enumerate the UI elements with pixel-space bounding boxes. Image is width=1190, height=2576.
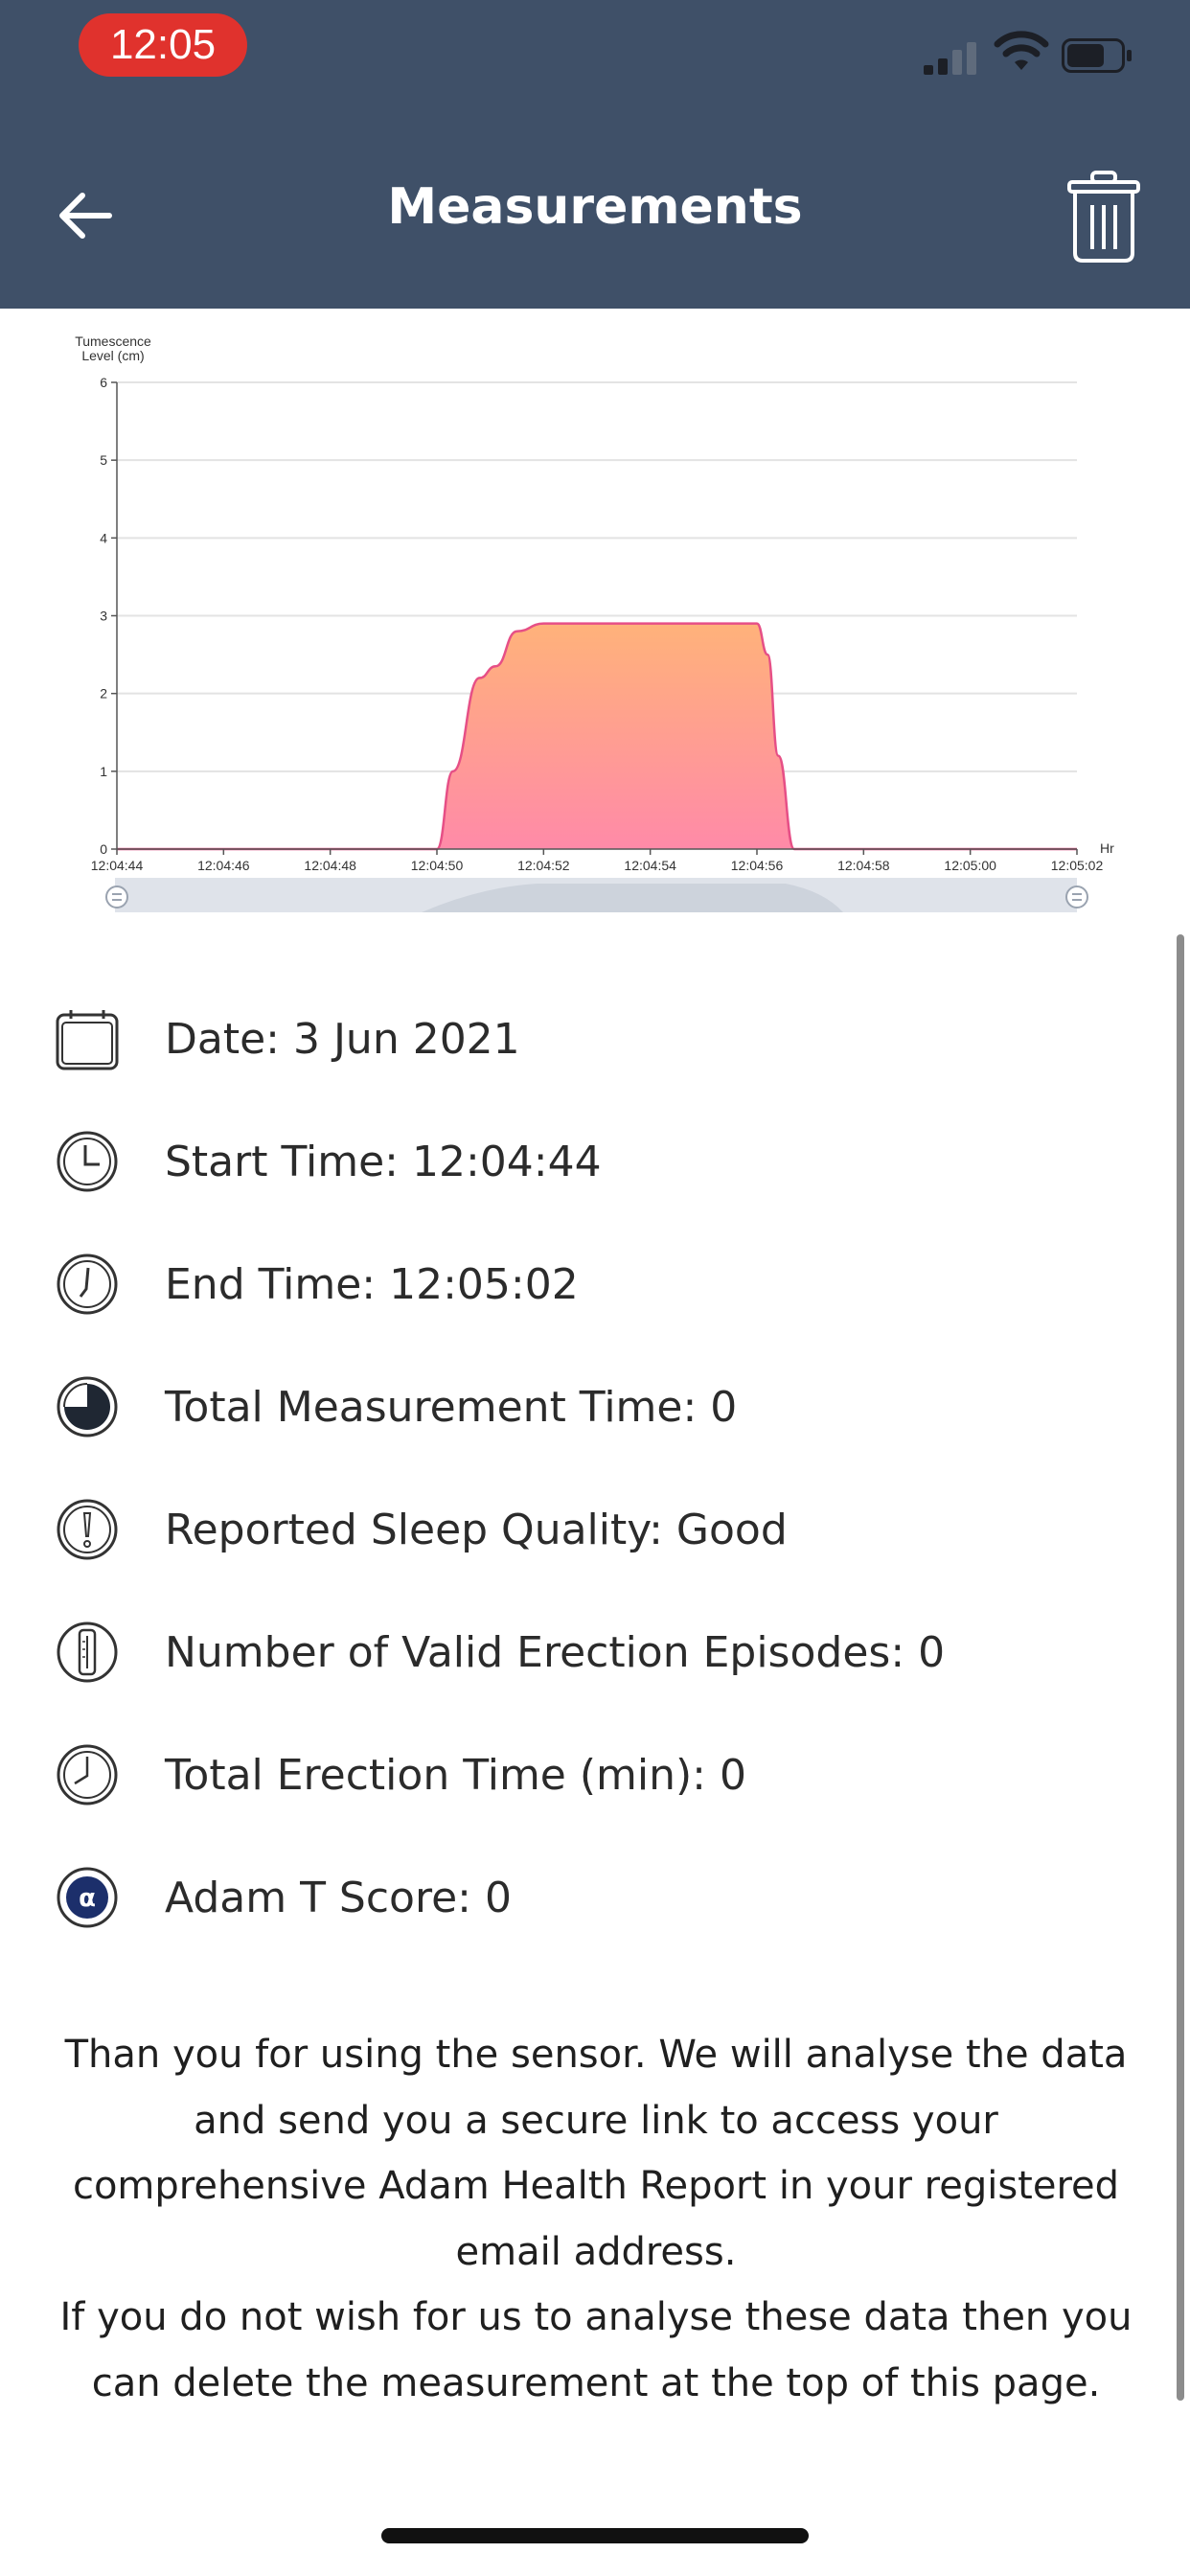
- timer-icon: [57, 1744, 118, 1806]
- exclamation-icon: [57, 1499, 118, 1560]
- x-axis-unit-label: Hr: [1100, 840, 1114, 856]
- adam-t-score-label: Adam T Score: 0: [165, 1873, 512, 1922]
- y-tick-label: 5: [100, 452, 107, 468]
- tumescence-chart: Tumescence Level (cm) 0 1 2 3 4 5 6 12:04:44 12:…: [75, 334, 1114, 912]
- scrollbar[interactable]: [1177, 934, 1184, 2401]
- start-time-row: Start Time: 12:04:44: [54, 1123, 602, 1200]
- y-tick-label: 3: [100, 609, 107, 624]
- range-slider[interactable]: [105, 878, 1088, 912]
- end-time-row: End Time: 12:05:02: [54, 1246, 579, 1322]
- adam-t-score-row: α Adam T Score: 0: [54, 1859, 512, 1936]
- valid-episodes-label: Number of Valid Erection Episodes: 0: [165, 1627, 946, 1677]
- y-tick-label: 1: [100, 764, 107, 779]
- total-measurement-time-label: Total Measurement Time: 0: [165, 1382, 738, 1432]
- sleep-quality-label: Reported Sleep Quality: Good: [165, 1505, 788, 1554]
- valid-episodes-row: Number of Valid Erection Episodes: 0: [54, 1614, 945, 1690]
- x-tick-label: 12:05:00: [944, 858, 996, 873]
- alpha-badge-icon: α: [57, 1867, 118, 1928]
- end-time-label: End Time: 12:05:02: [165, 1259, 579, 1309]
- home-indicator[interactable]: [381, 2528, 809, 2543]
- sleep-quality-row: Reported Sleep Quality: Good: [54, 1491, 788, 1568]
- range-slider-preview: [422, 884, 843, 912]
- y-axis-title-line1: Tumescence: [75, 334, 151, 349]
- range-slider-right-handle[interactable]: [1065, 886, 1088, 908]
- calendar-icon: [56, 1010, 119, 1070]
- cellular-signal-icon: [924, 34, 979, 75]
- svg-text:α: α: [79, 1884, 96, 1913]
- x-tick-label: 12:04:44: [91, 858, 144, 873]
- total-erection-time-row: Total Erection Time (min): 0: [54, 1736, 746, 1813]
- page-title: Measurements: [387, 178, 803, 236]
- x-tick-label: 12:04:56: [731, 858, 784, 873]
- x-tick-label: 12:04:58: [837, 858, 890, 873]
- start-time-label: Start Time: 12:04:44: [165, 1137, 602, 1186]
- info-note: Than you for using the sensor. We will a…: [50, 2022, 1142, 2416]
- range-slider-left-handle[interactable]: [105, 886, 128, 908]
- x-tick-label: 12:04:52: [517, 858, 570, 873]
- clock-icon: [57, 1131, 118, 1192]
- y-tick-label: 6: [100, 375, 107, 390]
- y-tick-label: 2: [100, 686, 107, 702]
- thermometer-icon: [57, 1622, 118, 1683]
- app-header: 12:05 Measurements: [0, 0, 1190, 309]
- clock-end-icon: [57, 1254, 118, 1315]
- x-tick-label: 12:04:50: [411, 858, 464, 873]
- note-line-1: Than you for using the sensor. We will a…: [64, 2033, 1128, 2274]
- y-tick-label: 0: [100, 841, 107, 857]
- total-erection-time-label: Total Erection Time (min): 0: [165, 1750, 746, 1800]
- back-arrow-icon[interactable]: [50, 182, 126, 249]
- y-tick-label: 4: [100, 530, 107, 545]
- date-row: Date: 3 Jun 2021: [54, 1000, 520, 1077]
- wifi-icon: [994, 31, 1049, 70]
- series-area: [117, 623, 1077, 849]
- pie-timer-icon: [57, 1376, 118, 1438]
- y-axis-title-line2: Level (cm): [81, 348, 144, 363]
- x-tick-label: 12:04:48: [304, 858, 356, 873]
- date-label: Date: 3 Jun 2021: [165, 1014, 520, 1064]
- x-tick-label: 12:04:54: [624, 858, 676, 873]
- battery-icon: [1062, 38, 1134, 73]
- x-tick-label: 12:04:46: [197, 858, 250, 873]
- total-measurement-time-row: Total Measurement Time: 0: [54, 1368, 737, 1445]
- status-time: 12:05: [79, 13, 247, 77]
- x-tick-label: 12:05:02: [1051, 858, 1104, 873]
- note-line-2: If you do not wish for us to analyse the…: [59, 2295, 1133, 2405]
- trash-icon[interactable]: [1065, 169, 1142, 264]
